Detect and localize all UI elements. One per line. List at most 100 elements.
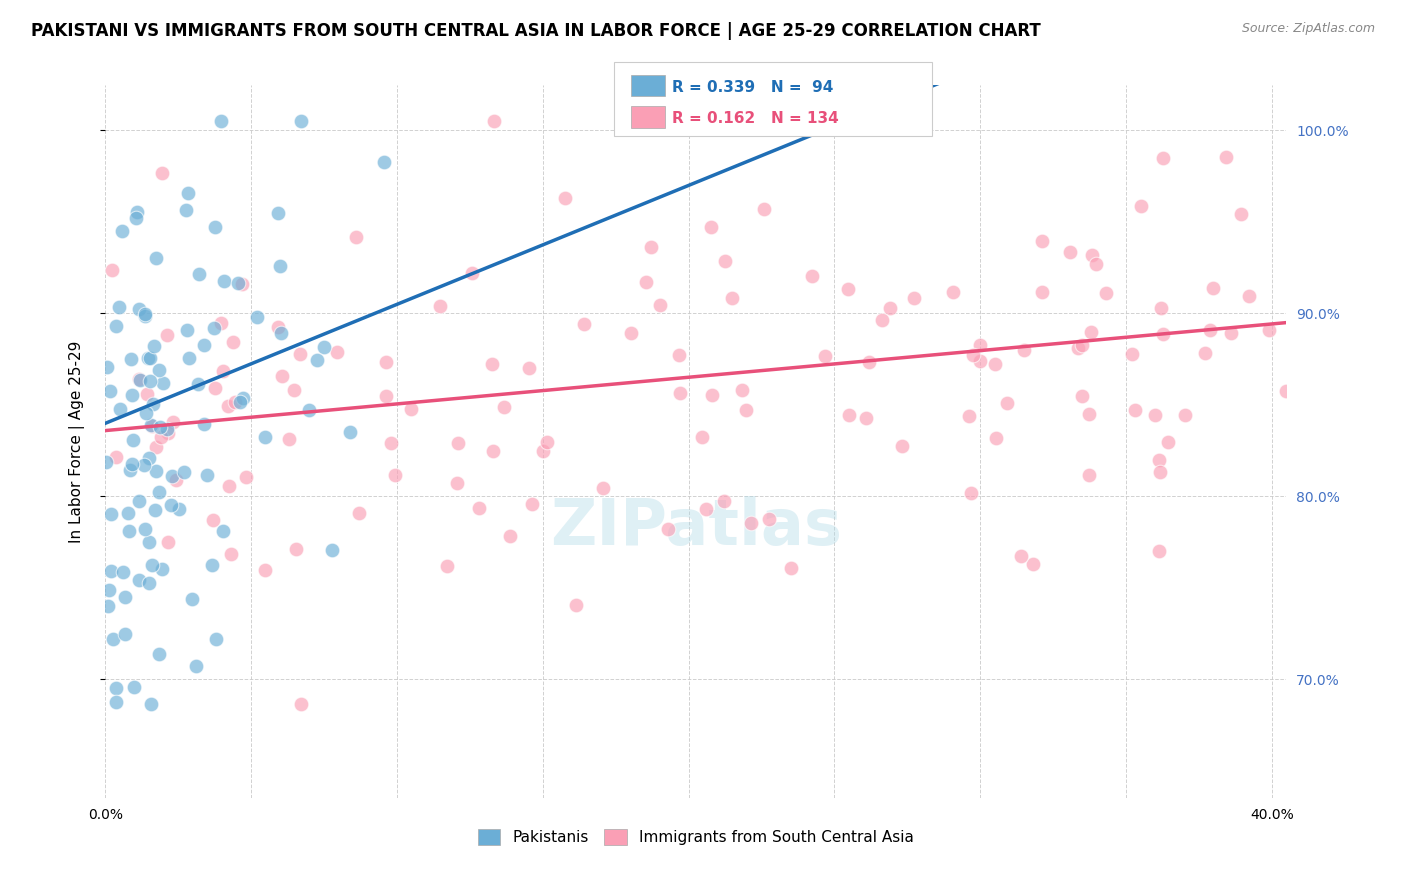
Point [167, 502, 190, 516]
Point [97, 599, 120, 613]
Point [969, 338, 991, 352]
Point [481, 357, 503, 371]
Point [224, 394, 246, 409]
Point [758, 512, 780, 526]
Point [429, 299, 451, 313]
Point [100, 384, 122, 398]
Point [838, 408, 860, 422]
Point [1059, 244, 1081, 259]
Point [222, 335, 245, 350]
Point [499, 529, 522, 543]
Point [202, 321, 225, 335]
Point [668, 348, 690, 362]
Text: ZIPatlas: ZIPatlas [550, 496, 842, 558]
Point [145, 464, 167, 478]
Point [554, 191, 576, 205]
Point [229, 395, 252, 409]
Point [128, 574, 150, 588]
Point [1258, 322, 1281, 336]
Point [447, 436, 470, 450]
Point [700, 388, 723, 402]
Point [149, 429, 172, 443]
Point [1152, 326, 1174, 341]
Point [467, 500, 489, 515]
Point [1121, 347, 1143, 361]
Point [204, 219, 226, 234]
Point [121, 457, 143, 471]
Point [657, 523, 679, 537]
Point [482, 114, 505, 128]
Point [149, 420, 172, 434]
Legend: Pakistanis, Immigrants from South Central Asia: Pakistanis, Immigrants from South Centra… [471, 823, 921, 851]
Point [1012, 343, 1035, 358]
Point [284, 541, 307, 556]
Point [1066, 341, 1088, 355]
Point [211, 114, 233, 128]
Point [269, 260, 291, 274]
Point [373, 155, 395, 169]
Point [136, 351, 159, 365]
Point [105, 319, 128, 334]
Point [1078, 407, 1101, 421]
Point [855, 411, 877, 425]
Point [1129, 199, 1152, 213]
Point [100, 508, 122, 522]
Point [121, 388, 143, 402]
Point [1149, 465, 1171, 479]
Point [152, 376, 174, 390]
Point [640, 239, 662, 253]
Point [114, 591, 136, 605]
Point [1174, 408, 1197, 422]
Point [344, 229, 367, 244]
Point [801, 268, 824, 283]
Point [1157, 435, 1180, 450]
Point [138, 575, 160, 590]
Point [173, 465, 195, 479]
Point [188, 267, 211, 281]
Point [1219, 326, 1241, 340]
Point [731, 383, 754, 397]
Point [720, 291, 742, 305]
Point [176, 322, 198, 336]
Point [969, 354, 991, 368]
Point [142, 396, 165, 410]
Point [461, 266, 484, 280]
Point [814, 349, 837, 363]
Point [122, 680, 145, 694]
Point [201, 558, 224, 572]
Point [232, 391, 254, 405]
Point [668, 386, 690, 401]
Point [339, 425, 361, 440]
Point [156, 535, 179, 549]
Point [492, 400, 515, 414]
Point [111, 224, 134, 238]
Point [870, 312, 893, 326]
Point [129, 373, 152, 387]
Point [536, 435, 558, 450]
Point [181, 591, 204, 606]
Point [187, 376, 209, 391]
Point [270, 326, 292, 340]
Point [1071, 389, 1094, 403]
Point [156, 328, 179, 343]
Point [117, 506, 139, 520]
Point [114, 626, 136, 640]
Point [148, 363, 170, 377]
Point [193, 338, 215, 352]
Point [139, 351, 162, 365]
Point [162, 469, 184, 483]
Point [209, 316, 232, 330]
Point [148, 484, 170, 499]
Point [984, 431, 1007, 445]
Point [957, 409, 980, 423]
Point [177, 186, 200, 201]
Point [375, 389, 398, 403]
Point [134, 458, 156, 473]
Point [650, 298, 672, 312]
Point [156, 425, 179, 440]
Point [128, 493, 150, 508]
Point [193, 417, 215, 431]
Point [1150, 301, 1173, 315]
Point [184, 659, 207, 673]
Point [780, 561, 803, 575]
